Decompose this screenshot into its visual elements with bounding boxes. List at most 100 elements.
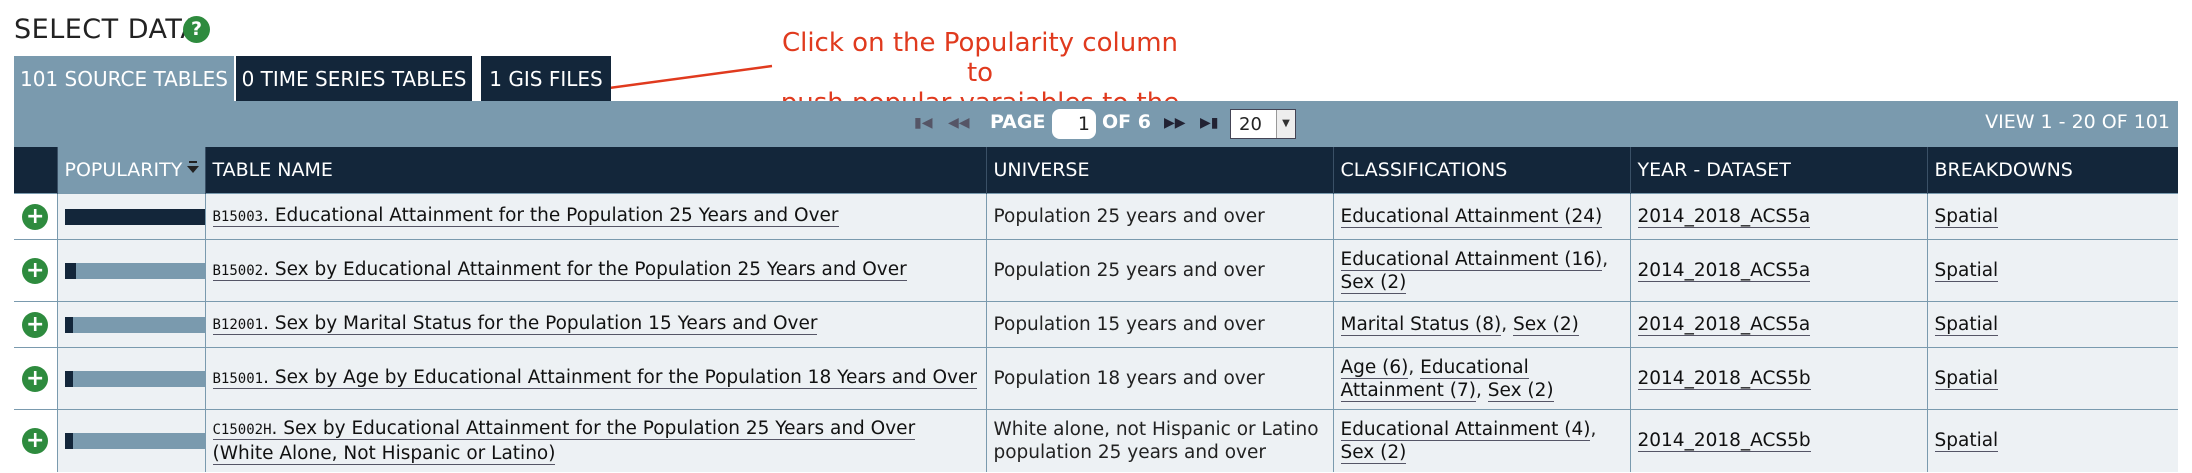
add-cell: + bbox=[14, 409, 57, 472]
add-column-header bbox=[14, 147, 57, 194]
table-code: B15001 bbox=[212, 371, 264, 387]
table-row: + B15002. Sex by Educational Attainment f… bbox=[14, 239, 2178, 302]
classification-link[interactable]: Marital Status (8) bbox=[1340, 314, 1502, 336]
breakdown-link[interactable]: Spatial bbox=[1934, 314, 1999, 336]
classification-link[interactable]: Educational Attainment (16) bbox=[1340, 248, 1603, 271]
popularity-bar bbox=[64, 432, 205, 449]
breakdown-link[interactable]: Spatial bbox=[1934, 430, 1999, 453]
universe-cell: Population 15 years and over bbox=[985, 301, 1333, 348]
page-number-input[interactable]: 1 bbox=[1052, 109, 1096, 139]
table-title: Sex by Educational Attainment for the Po… bbox=[274, 259, 907, 280]
page-size-value: 20 bbox=[1239, 114, 1262, 135]
breakdown-link[interactable]: Spatial bbox=[1934, 368, 1999, 390]
add-icon[interactable]: + bbox=[22, 311, 49, 338]
classification-link[interactable]: Sex (2) bbox=[1340, 441, 1407, 464]
table-header-row: POPULARITY TABLE NAME UNIVERSE CLASSIFIC… bbox=[14, 147, 2178, 194]
prev-page-icon[interactable]: ◀◀ bbox=[948, 115, 970, 131]
table-name-link[interactable]: C15002H. Sex by Educational Attainment f… bbox=[212, 417, 916, 465]
sort-desc-icon[interactable] bbox=[186, 166, 199, 173]
section-title: SELECT DATA bbox=[14, 14, 200, 45]
page-size-select[interactable]: 20 ▼ bbox=[1230, 109, 1296, 139]
popularity-cell bbox=[56, 347, 205, 410]
classifications-cell: Educational Attainment (16), Sex (2) bbox=[1332, 239, 1630, 302]
dataset-cell: 2014_2018_ACS5b bbox=[1629, 347, 1927, 410]
classification-link[interactable]: Educational Attainment (7) bbox=[1340, 356, 1529, 402]
first-page-icon[interactable]: ▮◀ bbox=[914, 115, 933, 131]
classifications-cell: Educational Attainment (4), Sex (2) bbox=[1332, 409, 1630, 472]
breakdowns-cell: Spatial bbox=[1926, 239, 2178, 302]
dataset-cell: 2014_2018_ACS5b bbox=[1629, 409, 1927, 472]
add-icon[interactable]: + bbox=[22, 365, 49, 392]
add-icon[interactable]: + bbox=[22, 257, 49, 284]
tab-gis-files[interactable]: 1 GIS FILES bbox=[481, 56, 611, 102]
dataset-link[interactable]: 2014_2018_ACS5a bbox=[1637, 314, 1811, 336]
classifications-cell: Marital Status (8), Sex (2) bbox=[1332, 301, 1630, 348]
add-cell: + bbox=[14, 193, 57, 240]
table-row: + B15001. Sex by Age by Educational Attai… bbox=[14, 347, 2178, 410]
table-code: B15003 bbox=[212, 209, 264, 225]
help-icon[interactable]: ? bbox=[183, 16, 210, 43]
chevron-down-icon[interactable]: ▼ bbox=[1276, 110, 1295, 138]
table-name-link[interactable]: B12001. Sex by Marital Status for the Po… bbox=[212, 313, 818, 335]
column-header-classifications[interactable]: CLASSIFICATIONS bbox=[1332, 147, 1630, 194]
column-header-year-dataset[interactable]: YEAR - DATASET bbox=[1629, 147, 1927, 194]
breakdowns-cell: Spatial bbox=[1926, 347, 2178, 410]
popularity-bar-fill bbox=[64, 208, 205, 225]
classifications-cell: Educational Attainment (24) bbox=[1332, 193, 1630, 240]
classification-link[interactable]: Educational Attainment (4) bbox=[1340, 418, 1591, 441]
table-name-link[interactable]: B15003. Educational Attainment for the P… bbox=[212, 205, 839, 227]
table-row: + B12001. Sex by Marital Status for the P… bbox=[14, 301, 2178, 348]
dataset-link[interactable]: 2014_2018_ACS5a bbox=[1637, 206, 1811, 228]
tab-source-tables[interactable]: 101 SOURCE TABLES bbox=[14, 56, 234, 102]
table-code: C15002H bbox=[212, 421, 272, 438]
dataset-cell: 2014_2018_ACS5a bbox=[1629, 301, 1927, 348]
popularity-bar-fill bbox=[64, 370, 73, 387]
universe-cell: White alone, not Hispanic or Latino popu… bbox=[985, 409, 1333, 472]
table-title: Educational Attainment for the Populatio… bbox=[274, 205, 839, 226]
last-page-icon[interactable]: ▶▮ bbox=[1200, 115, 1219, 131]
table-name-link[interactable]: B15002. Sex by Educational Attainment fo… bbox=[212, 259, 907, 281]
classification-link[interactable]: Age (6) bbox=[1340, 356, 1409, 379]
table-row: + B15003. Educational Attainment for the … bbox=[14, 193, 2178, 240]
popularity-bar-fill bbox=[64, 262, 76, 279]
popularity-bar bbox=[64, 262, 205, 279]
dataset-link[interactable]: 2014_2018_ACS5b bbox=[1637, 368, 1811, 390]
classification-link[interactable]: Educational Attainment (24) bbox=[1340, 206, 1603, 228]
breakdowns-cell: Spatial bbox=[1926, 193, 2178, 240]
next-page-icon[interactable]: ▶▶ bbox=[1164, 115, 1186, 131]
classification-link[interactable]: Sex (2) bbox=[1512, 314, 1579, 336]
column-header-universe[interactable]: UNIVERSE bbox=[985, 147, 1333, 194]
popularity-cell bbox=[56, 193, 205, 240]
add-icon[interactable]: + bbox=[22, 427, 49, 454]
table-name-link[interactable]: B15001. Sex by Age by Educational Attain… bbox=[212, 367, 977, 389]
dataset-cell: 2014_2018_ACS5a bbox=[1629, 239, 1927, 302]
sort-bar-icon bbox=[188, 161, 197, 163]
breakdown-link[interactable]: Spatial bbox=[1934, 260, 1999, 282]
table-title: Sex by Age by Educational Attainment for… bbox=[274, 367, 977, 388]
column-header-breakdowns[interactable]: BREAKDOWNS bbox=[1926, 147, 2178, 194]
tab-time-series-tables[interactable]: 0 TIME SERIES TABLES bbox=[236, 56, 472, 102]
popularity-bar-fill bbox=[64, 432, 73, 449]
add-icon[interactable]: + bbox=[22, 203, 49, 230]
dataset-link[interactable]: 2014_2018_ACS5a bbox=[1637, 260, 1811, 282]
classification-link[interactable]: Sex (2) bbox=[1340, 271, 1407, 294]
universe-cell: Population 25 years and over bbox=[985, 193, 1333, 240]
table-title: Sex by Marital Status for the Population… bbox=[274, 313, 818, 334]
universe-cell: Population 18 years and over bbox=[985, 347, 1333, 410]
page-label: PAGE bbox=[990, 111, 1046, 133]
table-name-cell: C15002H. Sex by Educational Attainment f… bbox=[204, 409, 986, 472]
add-cell: + bbox=[14, 239, 57, 302]
classification-link[interactable]: Sex (2) bbox=[1487, 379, 1554, 402]
table-name-cell: B15003. Educational Attainment for the P… bbox=[204, 193, 986, 240]
page-count-label: OF 6 bbox=[1102, 111, 1151, 133]
add-cell: + bbox=[14, 301, 57, 348]
pagination-bar: ▮◀ ◀◀ PAGE 1 OF 6 ▶▶ ▶▮ 20 ▼ VIEW 1 - 20… bbox=[14, 101, 2178, 147]
breakdown-link[interactable]: Spatial bbox=[1934, 206, 1999, 228]
dataset-link[interactable]: 2014_2018_ACS5b bbox=[1637, 430, 1811, 453]
classifications-cell: Age (6), Educational Attainment (7), Sex… bbox=[1332, 347, 1630, 410]
column-header-table-name[interactable]: TABLE NAME bbox=[204, 147, 986, 194]
table-code: B12001 bbox=[212, 317, 264, 333]
table-name-cell: B12001. Sex by Marital Status for the Po… bbox=[204, 301, 986, 348]
dataset-cell: 2014_2018_ACS5a bbox=[1629, 193, 1927, 240]
column-header-popularity[interactable]: POPULARITY bbox=[56, 147, 205, 194]
